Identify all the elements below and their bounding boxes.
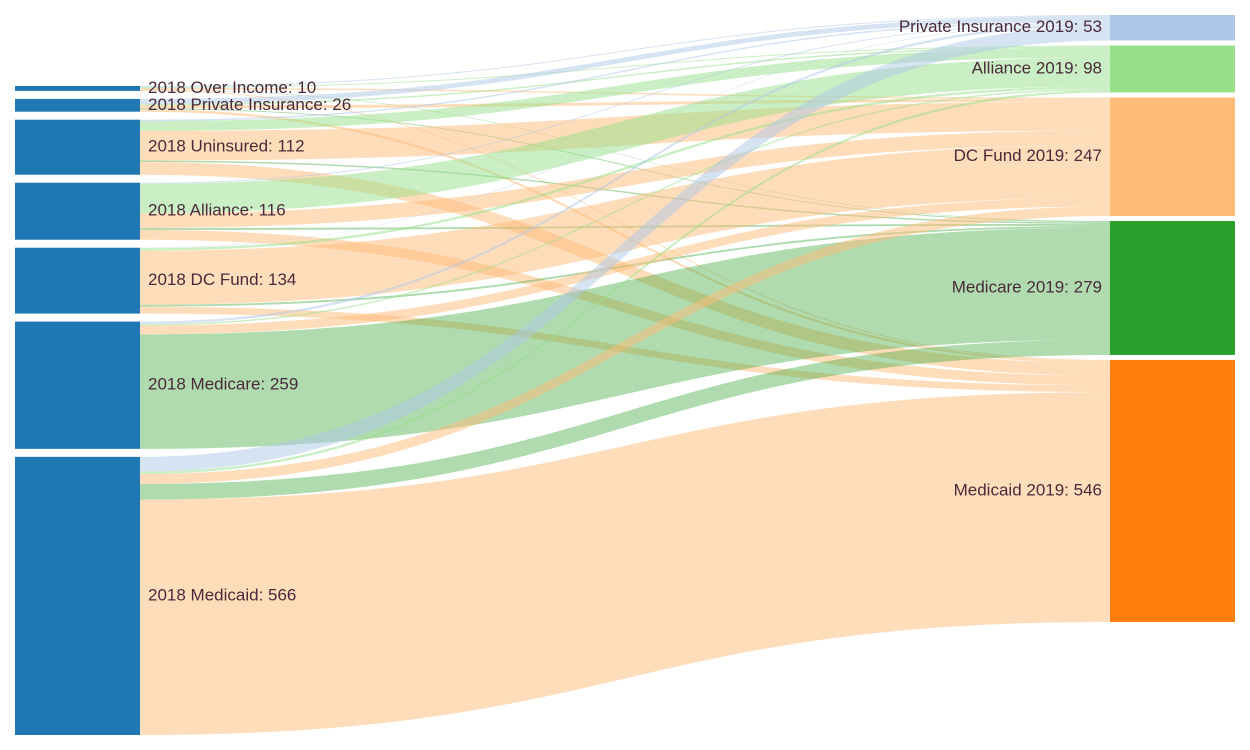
sankey-node-l_medr[interactable] (15, 321, 140, 449)
sankey-link-l_dcf-r_dcf[interactable] (140, 144, 1110, 305)
sankey-link-l_dcf-r_alli[interactable] (140, 86, 1110, 251)
sankey-node-l_unin[interactable] (15, 119, 140, 175)
sankey-link-l_priv-r_alli[interactable] (140, 46, 1110, 106)
sankey-node-r_priv[interactable] (1110, 15, 1235, 41)
links-layer (140, 15, 1110, 735)
sankey-node-r_dcf[interactable] (1110, 97, 1235, 217)
sankey-link-l_medc-r_medc[interactable] (140, 392, 1110, 735)
sankey-node-r_alli[interactable] (1110, 45, 1235, 93)
sankey-node-label-r_medr: Medicare 2019: 279 (952, 277, 1102, 296)
sankey-node-l_priv[interactable] (15, 98, 140, 112)
sankey-link-l_dcf-r_priv[interactable] (140, 23, 1110, 249)
sankey-link-l_over-r_priv[interactable] (140, 15, 1110, 87)
sankey-node-l_over[interactable] (15, 86, 140, 91)
sankey-link-l_unin-r_alli[interactable] (140, 47, 1110, 131)
sankey-node-label-l_dcf: 2018 DC Fund: 134 (148, 270, 296, 289)
sankey-link-l_medc-r_dcf[interactable] (140, 206, 1110, 484)
sankey-node-r_medr[interactable] (1110, 221, 1235, 355)
sankey-node-l_alli[interactable] (15, 182, 140, 240)
sankey-node-label-r_alli: Alliance 2019: 98 (972, 58, 1102, 77)
sankey-node-l_dcf[interactable] (15, 247, 140, 314)
sankey-link-l_over-r_alli[interactable] (140, 45, 1110, 88)
sankey-node-label-l_priv: 2018 Private Insurance: 26 (148, 95, 351, 114)
sankey-link-l_medr-r_alli[interactable] (140, 88, 1110, 326)
sankey-link-l_priv-r_dcf[interactable] (140, 98, 1110, 109)
sankey-link-l_medc-r_alli[interactable] (140, 90, 1110, 475)
sankey-node-label-l_medr: 2018 Medicare: 259 (148, 375, 298, 394)
sankey-link-l_unin-r_priv[interactable] (140, 20, 1110, 122)
sankey-link-l_medr-r_medr[interactable] (140, 227, 1110, 449)
sankey-node-r_medc[interactable] (1110, 359, 1235, 622)
sankey-link-l_medc-r_medr[interactable] (140, 339, 1110, 500)
sankey-node-label-l_over: 2018 Over Income: 10 (148, 78, 316, 97)
sankey-node-label-r_medc: Medicaid 2019: 546 (954, 480, 1102, 499)
sankey-node-label-r_dcf: DC Fund 2019: 247 (954, 146, 1102, 165)
sankey-link-l_medc-r_priv[interactable] (140, 26, 1110, 472)
sankey-node-l_medc[interactable] (15, 456, 140, 735)
sankey-link-l_alli-r_alli[interactable] (140, 57, 1110, 214)
sankey-link-l_alli-r_medc[interactable] (140, 229, 1110, 386)
sankey-link-l_medr-r_priv[interactable] (140, 23, 1110, 325)
sankey-node-label-l_medc: 2018 Medicaid: 566 (148, 585, 296, 604)
sankey-link-l_over-r_medr[interactable] (140, 89, 1110, 222)
sankey-link-l_alli-r_dcf[interactable] (140, 130, 1110, 228)
sankey-link-l_alli-r_priv[interactable] (140, 22, 1110, 184)
nodes-layer (15, 15, 1235, 735)
sankey-link-l_priv-r_priv[interactable] (140, 15, 1110, 104)
sankey-node-label-l_unin: 2018 Uninsured: 112 (148, 137, 305, 156)
sankey-node-label-l_alli: 2018 Alliance: 116 (148, 201, 286, 220)
sankey-link-l_medr-r_dcf[interactable] (140, 197, 1110, 335)
sankey-link-l_unin-r_medr[interactable] (140, 160, 1110, 224)
sankey-link-l_priv-r_medr[interactable] (140, 108, 1110, 223)
sankey-node-label-r_priv: Private Insurance 2019: 53 (899, 17, 1102, 36)
